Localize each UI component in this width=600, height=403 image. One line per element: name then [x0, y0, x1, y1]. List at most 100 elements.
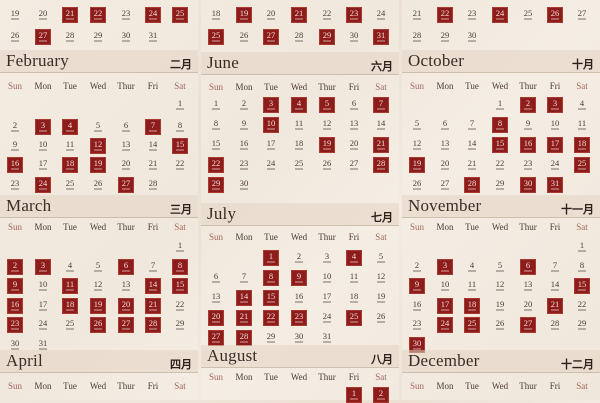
day-number: 22: [93, 8, 103, 18]
day-number: 28: [148, 318, 158, 328]
day-number: 23: [412, 318, 422, 328]
month-name-chinese: 八月: [371, 354, 393, 366]
day-number: 9: [12, 279, 18, 289]
day-number: 15: [577, 279, 587, 289]
weekday-label: Mon: [34, 381, 52, 391]
lunar-date-mark: [413, 148, 421, 150]
calendar-day: 7: [236, 270, 252, 286]
month-header-band: [402, 350, 600, 373]
lunar-date-mark: [350, 40, 358, 42]
lunar-date-mark: [295, 148, 303, 150]
weekday-label: Tue: [465, 222, 479, 232]
lunar-date-mark: [212, 168, 220, 170]
lunar-date-mark: [94, 289, 102, 291]
highlighted-day: 16: [7, 298, 23, 314]
day-number: 15: [266, 291, 276, 301]
lunar-date-mark: [212, 108, 220, 110]
day-number: 13: [121, 139, 131, 149]
day-number: 7: [241, 271, 247, 281]
highlighted-day: 4: [291, 97, 307, 113]
calendar-day: 12: [409, 137, 425, 153]
weekday-label: Wed: [290, 232, 308, 242]
lunar-date-mark: [551, 188, 559, 190]
highlighted-day: 2: [373, 387, 389, 403]
day-number: 12: [412, 138, 422, 148]
lunar-date-mark: [468, 148, 476, 150]
lunar-date-mark: [240, 341, 248, 343]
weekday-label: Sat: [375, 232, 387, 242]
highlighted-day: 1: [346, 387, 362, 403]
highlighted-day: 20: [118, 298, 134, 314]
lunar-date-mark: [149, 289, 157, 291]
calendar-day: 28: [547, 317, 563, 333]
lunar-date-mark: [413, 128, 421, 130]
day-number: 7: [469, 118, 475, 128]
day-number: 10: [322, 271, 332, 281]
lunar-date-mark: [468, 309, 476, 311]
lunar-date-mark: [149, 40, 157, 42]
lunar-date-mark: [212, 40, 220, 42]
day-number: 4: [469, 260, 475, 270]
calendar-day: 10: [547, 117, 563, 133]
calendar-day: 20: [263, 7, 279, 23]
day-number: 3: [40, 120, 46, 130]
calendar-day: 26: [409, 177, 425, 193]
lunar-date-mark: [413, 348, 421, 350]
day-number: 20: [440, 158, 450, 168]
day-number: 24: [148, 8, 158, 18]
lunar-date-mark: [39, 40, 47, 42]
highlighted-day: 25: [208, 29, 224, 45]
lunar-date-mark: [295, 301, 303, 303]
lunar-date-mark: [66, 328, 74, 330]
day-number: 26: [322, 158, 332, 168]
lunar-date-mark: [323, 321, 331, 323]
lunar-date-mark: [377, 261, 385, 263]
day-number: 7: [552, 260, 558, 270]
month-name: July: [207, 204, 237, 223]
lunar-date-mark: [377, 148, 385, 150]
day-number: 11: [65, 279, 75, 289]
day-number: 31: [550, 178, 560, 188]
month-header-band: [0, 350, 198, 373]
day-number: 22: [266, 311, 276, 321]
day-number: 27: [266, 30, 276, 40]
highlighted-day: 24: [35, 177, 51, 193]
highlighted-day: 5: [319, 97, 335, 113]
weekday-label: Mon: [235, 372, 253, 382]
lunar-date-mark: [496, 148, 504, 150]
weekday-label: Tue: [63, 222, 77, 232]
lunar-date-mark: [212, 301, 220, 303]
day-number: 22: [175, 158, 185, 168]
day-number: 19: [93, 158, 103, 168]
day-number: 24: [495, 8, 505, 18]
day-number: 23: [239, 158, 249, 168]
day-number: 21: [294, 8, 304, 18]
calendar-day: 24: [547, 157, 563, 173]
day-number: 20: [121, 158, 131, 168]
calendar-day: 17: [35, 157, 51, 173]
month-header-band: [402, 50, 600, 73]
lunar-date-mark: [551, 168, 559, 170]
calendar-day: 17: [263, 137, 279, 153]
lunar-date-mark: [377, 281, 385, 283]
day-number: 2: [414, 260, 420, 270]
weekday-label: Tue: [465, 381, 479, 391]
day-number: 26: [550, 8, 560, 18]
weekday-label: Tue: [264, 232, 278, 242]
day-number: 21: [65, 8, 75, 18]
lunar-date-mark: [323, 148, 331, 150]
calendar-day: 6: [437, 117, 453, 133]
day-number: 2: [525, 98, 531, 108]
weekday-label: Thur: [519, 222, 537, 232]
day-number: 29: [211, 178, 221, 188]
highlighted-day: 22: [208, 157, 224, 173]
lunar-date-mark: [66, 270, 74, 272]
lunar-date-mark: [267, 18, 275, 20]
day-number: 28: [294, 30, 304, 40]
lunar-date-mark: [39, 188, 47, 190]
weekday-label: Tue: [465, 81, 479, 91]
highlighted-day: 7: [373, 97, 389, 113]
calendar-day: 14: [145, 138, 161, 154]
day-number: 23: [294, 311, 304, 321]
calendar-day: 31: [145, 29, 161, 45]
